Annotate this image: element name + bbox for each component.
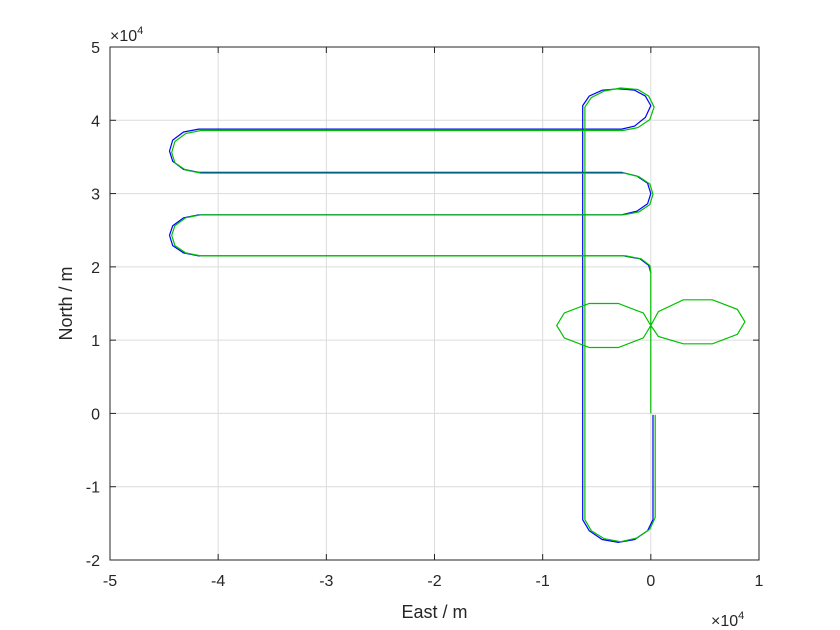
x-tick-label: 1 xyxy=(755,573,764,590)
x-tick-label: -5 xyxy=(103,573,117,590)
y-tick-labels: -2 -1 0 1 2 3 4 5 xyxy=(86,40,100,570)
x-tick-label: -4 xyxy=(211,573,225,590)
x-tick-label: -2 xyxy=(427,573,441,590)
grid-lines xyxy=(109,46,760,561)
x-tick-labels: -5 -4 -3 -2 -1 0 1 xyxy=(103,573,764,590)
y-tick-label: 1 xyxy=(91,333,100,350)
x-tick-label: -3 xyxy=(319,573,333,590)
series-line-1 xyxy=(168,88,654,544)
y-tick-label: 2 xyxy=(91,260,100,277)
y-axis-exponent: ×104 xyxy=(110,25,143,45)
y-axis-label: North / m xyxy=(56,266,76,340)
y-tick-label: 3 xyxy=(91,187,100,204)
y-tick-label: 0 xyxy=(91,406,100,423)
y-tick-label: -2 xyxy=(86,553,100,570)
tick-marks xyxy=(109,46,760,561)
x-axis-label: East / m xyxy=(401,602,467,622)
plot-series xyxy=(168,87,746,544)
y-tick-label: -1 xyxy=(86,480,100,497)
x-tick-label: 0 xyxy=(646,573,655,590)
series-line-2 xyxy=(171,87,746,543)
x-axis-exponent: ×104 xyxy=(711,610,744,630)
y-tick-label: 5 xyxy=(91,40,100,57)
y-tick-label: 4 xyxy=(91,113,100,130)
x-tick-label: -1 xyxy=(536,573,550,590)
